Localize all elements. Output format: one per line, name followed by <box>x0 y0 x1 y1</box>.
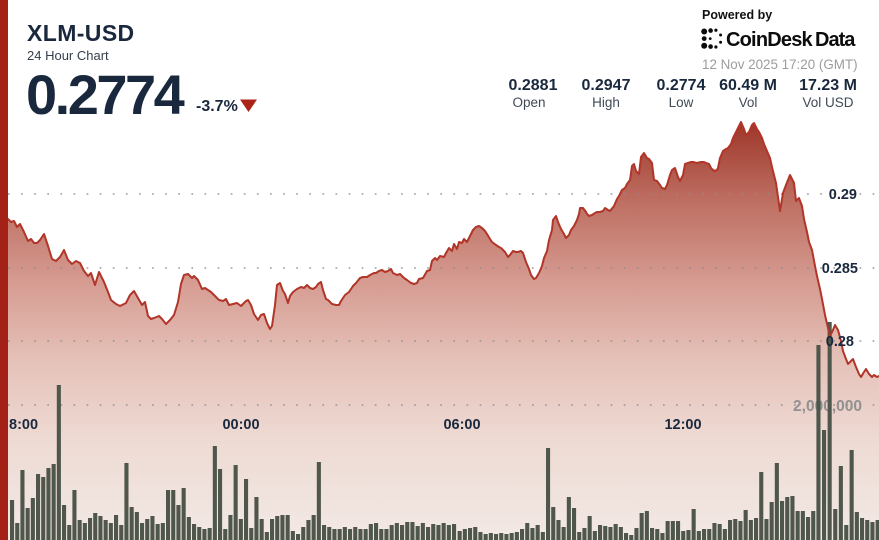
svg-text:24 Hour Chart: 24 Hour Chart <box>27 48 109 63</box>
svg-text:Powered by: Powered by <box>702 8 772 22</box>
svg-text:17.23 M: 17.23 M <box>799 77 857 94</box>
svg-text:CoinDesk: CoinDesk <box>726 29 814 51</box>
svg-text:0.29: 0.29 <box>829 187 857 203</box>
svg-text:XLM-USD: XLM-USD <box>27 20 135 46</box>
svg-text:Vol: Vol <box>739 95 758 110</box>
svg-text:2,000,000: 2,000,000 <box>793 398 862 415</box>
svg-text:06:00: 06:00 <box>443 417 480 433</box>
svg-text:12:00: 12:00 <box>664 417 701 433</box>
svg-text:High: High <box>592 95 620 110</box>
svg-text:-3.7%: -3.7% <box>196 98 238 115</box>
svg-text:Low: Low <box>669 95 694 110</box>
svg-text:0.2774: 0.2774 <box>26 63 185 126</box>
svg-text:0.28: 0.28 <box>826 334 854 350</box>
svg-text:Vol USD: Vol USD <box>802 95 853 110</box>
svg-text:12 Nov 2025 17:20 (GMT): 12 Nov 2025 17:20 (GMT) <box>702 57 858 72</box>
svg-text:00:00: 00:00 <box>222 417 259 433</box>
svg-text:0.2947: 0.2947 <box>582 77 631 94</box>
svg-text:0.285: 0.285 <box>822 261 858 277</box>
svg-text:Open: Open <box>512 95 545 110</box>
svg-text:8:00: 8:00 <box>9 417 38 433</box>
svg-text:60.49 M: 60.49 M <box>719 77 777 94</box>
svg-text:Data: Data <box>815 29 856 51</box>
svg-text:0.2881: 0.2881 <box>509 77 558 94</box>
svg-text:0.2774: 0.2774 <box>657 77 706 94</box>
